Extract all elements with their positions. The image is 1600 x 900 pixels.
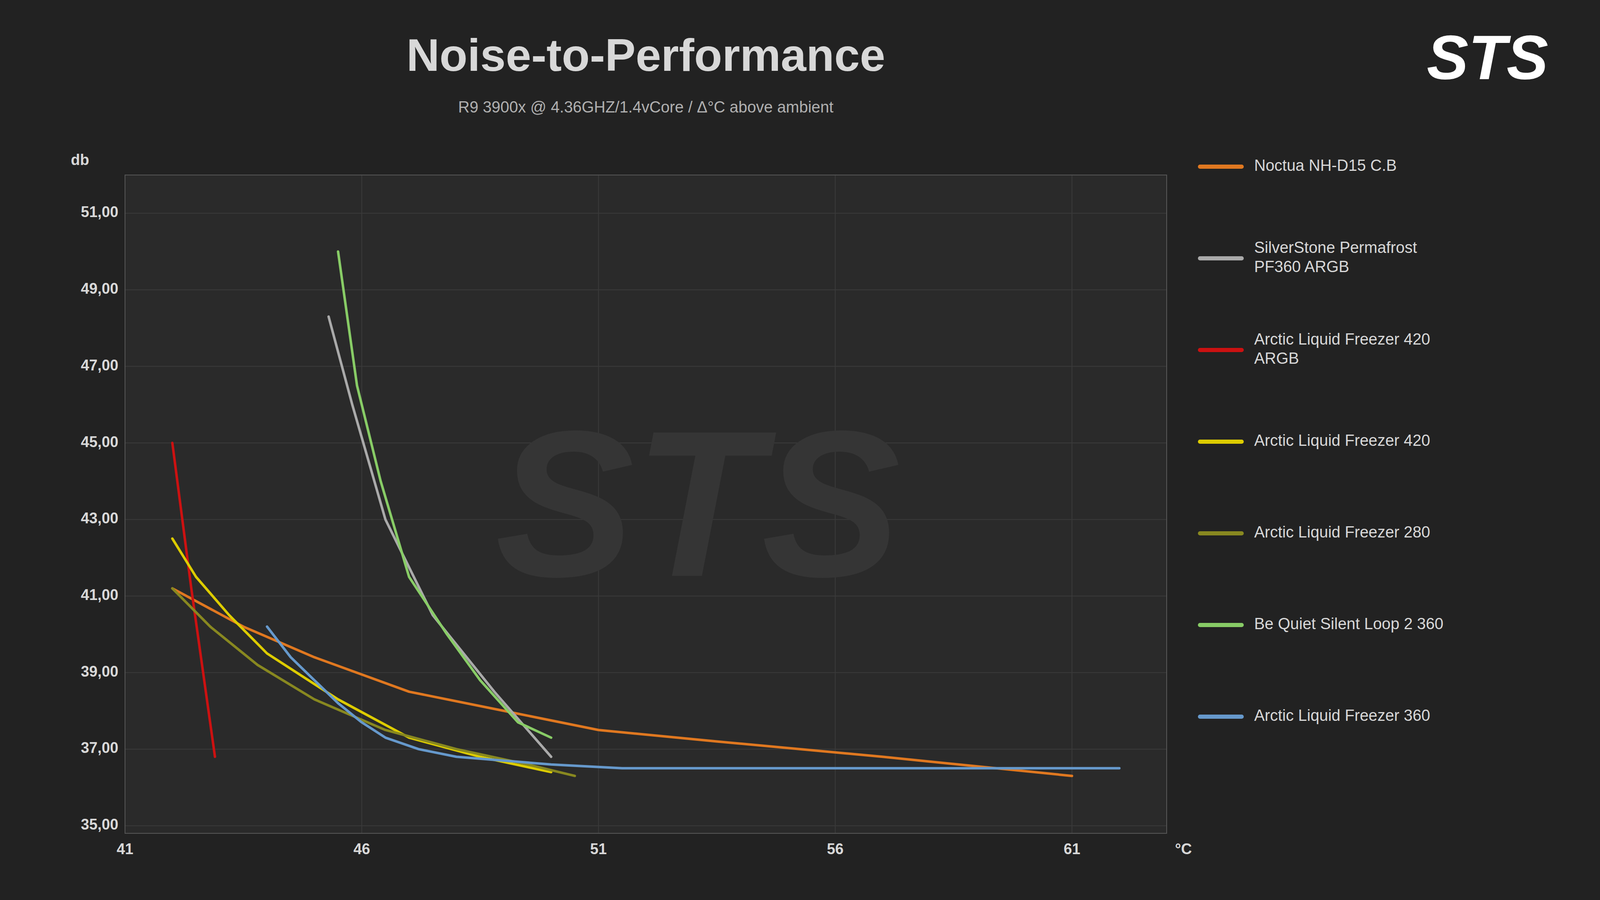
legend-label-line: Arctic Liquid Freezer 280 (1254, 523, 1430, 541)
legend-label: Arctic Liquid Freezer 420ARGB (1254, 330, 1430, 368)
subtitle: R9 3900x @ 4.36GHZ/1.4vCore / Δ°C above … (458, 98, 834, 116)
plot-frame (125, 175, 1167, 834)
series-line (267, 626, 1120, 769)
y-tick-label: 51,00 (80, 203, 119, 221)
x-tick-label: 46 (353, 840, 370, 858)
plot-background (125, 175, 1167, 834)
legend-label-line: Arctic Liquid Freezer 420 (1254, 431, 1430, 450)
legend-label-line: Noctua NH-D15 C.B (1254, 156, 1397, 175)
y-tick-label: 39,00 (80, 662, 119, 680)
series-line (172, 442, 215, 757)
y-tick-label: 37,00 (80, 739, 119, 757)
legend-label: Noctua NH-D15 C.B (1254, 156, 1397, 175)
legend-swatch (1200, 439, 1242, 444)
x-axis-label: °C (1175, 840, 1192, 858)
series-line (172, 538, 552, 773)
y-tick-label: 41,00 (80, 586, 119, 604)
legend-label-line: Arctic Liquid Freezer 420 (1254, 330, 1430, 348)
legend-label: Arctic Liquid Freezer 280 (1254, 523, 1430, 541)
legend-swatch (1200, 256, 1242, 261)
y-axis-label: db (70, 151, 90, 169)
legend-swatch (1200, 531, 1242, 536)
y-tick-label: 35,00 (80, 815, 119, 833)
x-tick-label: 41 (116, 840, 134, 858)
logo: STS (1426, 22, 1549, 93)
y-tick-label: 49,00 (80, 280, 119, 298)
grid-line (125, 365, 1167, 367)
series-line (172, 588, 1073, 776)
legend-label-line: PF360 ARGB (1254, 257, 1350, 276)
series-line (337, 251, 551, 738)
legend-label: SilverStone PermafrostPF360 ARGB (1254, 238, 1418, 276)
grid-line (125, 289, 1167, 291)
legend-swatch (1200, 164, 1242, 169)
watermark: STS (495, 387, 902, 620)
grid-line (361, 175, 363, 834)
lines (172, 251, 1120, 776)
legend-label-line: ARGB (1254, 349, 1300, 368)
grid-line (125, 825, 1167, 827)
legend-label-line: SilverStone Permafrost (1254, 238, 1418, 257)
legend-label: Arctic Liquid Freezer 420 (1254, 431, 1430, 450)
legend-swatch (1200, 347, 1242, 353)
legend-swatch (1200, 714, 1242, 719)
grid-line (125, 212, 1167, 214)
legend-label-line: Arctic Liquid Freezer 360 (1254, 706, 1430, 725)
legend-label: Arctic Liquid Freezer 360 (1254, 706, 1430, 725)
legend-label: Be Quiet Silent Loop 2 360 (1254, 615, 1444, 633)
y-tick-label: 47,00 (80, 356, 119, 374)
grid-line (125, 672, 1167, 673)
grid (125, 175, 1167, 834)
y-tick-label: 43,00 (80, 509, 119, 527)
series-line (328, 316, 552, 757)
y-tick-label: 45,00 (80, 433, 119, 451)
x-tick-label: 56 (827, 840, 844, 858)
grid-line (125, 748, 1167, 750)
background (0, 0, 1600, 900)
series-line (172, 588, 575, 776)
grid-line (1071, 175, 1073, 834)
legend: Noctua NH-D15 C.B SilverStone PermafrostP… (1200, 156, 1444, 725)
legend-swatch (1200, 622, 1242, 628)
x-tick-label: 61 (1063, 840, 1081, 858)
x-tick-label: 51 (590, 840, 607, 858)
chart: STS 41 46 51 56 61 35,00 37,00 39,00 41,00 43,00 45… (0, 0, 1600, 900)
legend-label-line: Be Quiet Silent Loop 2 360 (1254, 615, 1444, 633)
title: Noise-to-Performance (406, 29, 885, 81)
